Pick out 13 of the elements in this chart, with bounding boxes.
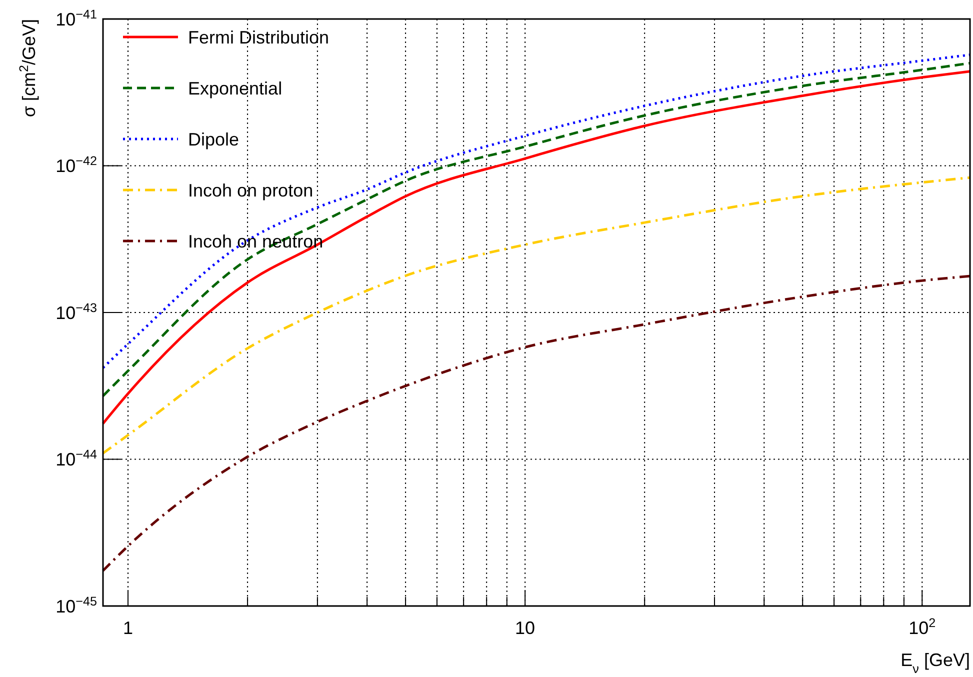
legend-label: Exponential — [188, 78, 282, 98]
legend-label: Fermi Distribution — [188, 27, 330, 48]
y-tick-label: 10$^{−42}$ — [56, 154, 97, 176]
y-tick-label: 10$^{−44}$ — [56, 448, 97, 470]
y-tick-label: 10$^{−43}$ — [56, 300, 97, 323]
x-tick-label: 1 — [123, 618, 134, 638]
x-tick-label: 10$^{2}$ — [908, 616, 936, 638]
x-tick-label: 10 — [515, 618, 536, 638]
y-tick-label: 10$^{−45}$ — [56, 594, 97, 616]
x-axis-title: E$_{ν}$ [GeV] — [900, 650, 970, 676]
legend-label: Incoh on proton — [188, 180, 314, 200]
legend-label: Dipole — [188, 129, 240, 150]
y-tick-label: 10$^{−41}$ — [56, 7, 97, 30]
